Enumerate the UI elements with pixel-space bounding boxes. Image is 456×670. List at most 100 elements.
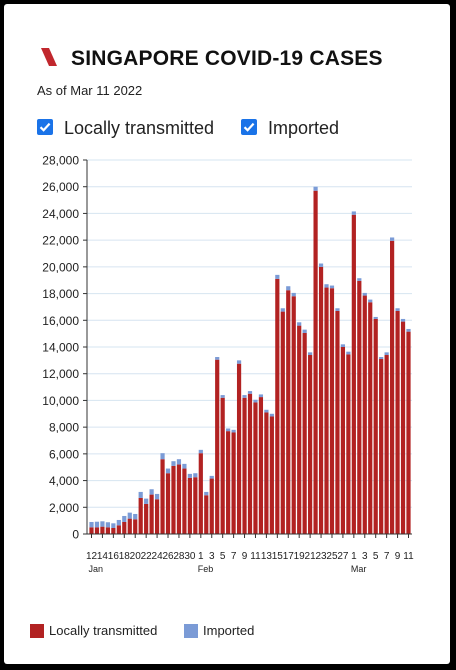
bar-imported[interactable] <box>242 395 247 398</box>
bar-locally-transmitted[interactable] <box>236 363 242 534</box>
bar-locally-transmitted[interactable] <box>247 393 253 534</box>
bar-imported[interactable] <box>215 357 220 360</box>
bar-imported[interactable] <box>297 322 302 326</box>
bar-locally-transmitted[interactable] <box>160 459 165 534</box>
checkbox-checked-icon[interactable] <box>37 119 53 135</box>
bar-imported[interactable] <box>144 498 149 504</box>
bar-locally-transmitted[interactable] <box>220 397 225 534</box>
bar-locally-transmitted[interactable] <box>379 359 384 534</box>
bar-imported[interactable] <box>280 308 285 312</box>
bar-imported[interactable] <box>324 284 329 288</box>
bar-locally-transmitted[interactable] <box>209 478 214 534</box>
bar-imported[interactable] <box>176 459 182 465</box>
bar-imported[interactable] <box>275 274 280 279</box>
bar-locally-transmitted[interactable] <box>171 465 176 534</box>
bar-locally-transmitted[interactable] <box>204 495 209 534</box>
bar-imported[interactable] <box>335 308 340 311</box>
bar-locally-transmitted[interactable] <box>368 302 373 534</box>
bar-locally-transmitted[interactable] <box>182 468 187 534</box>
bar-imported[interactable] <box>127 512 132 519</box>
bar-imported[interactable] <box>133 513 138 520</box>
bar-locally-transmitted[interactable] <box>286 290 291 534</box>
bar-locally-transmitted[interactable] <box>253 402 258 534</box>
bar-imported[interactable] <box>209 475 214 479</box>
bar-locally-transmitted[interactable] <box>94 527 100 534</box>
bar-imported[interactable] <box>105 522 110 528</box>
bar-locally-transmitted[interactable] <box>193 477 198 534</box>
filter-locally-transmitted[interactable]: Locally transmitted <box>37 115 237 141</box>
bar-locally-transmitted[interactable] <box>362 295 367 534</box>
bar-imported[interactable] <box>302 329 307 333</box>
bar-imported[interactable] <box>406 328 411 332</box>
filter-imported[interactable]: Imported <box>241 115 361 141</box>
bar-locally-transmitted[interactable] <box>324 287 329 534</box>
bar-imported[interactable] <box>384 352 389 356</box>
bar-imported[interactable] <box>362 292 367 296</box>
bar-imported[interactable] <box>373 316 378 319</box>
bar-locally-transmitted[interactable] <box>187 477 192 534</box>
bar-locally-transmitted[interactable] <box>291 296 296 534</box>
bar-imported[interactable] <box>165 468 171 474</box>
bar-locally-transmitted[interactable] <box>297 325 302 534</box>
bar-imported[interactable] <box>269 413 274 417</box>
bar-locally-transmitted[interactable] <box>89 527 94 534</box>
bar-locally-transmitted[interactable] <box>335 310 340 534</box>
bar-locally-transmitted[interactable] <box>313 190 318 534</box>
bar-imported[interactable] <box>122 515 127 522</box>
bar-locally-transmitted[interactable] <box>280 311 285 534</box>
bar-locally-transmitted[interactable] <box>395 310 400 534</box>
bar-locally-transmitted[interactable] <box>154 499 160 534</box>
bar-imported[interactable] <box>204 491 209 496</box>
checkbox-checked-icon[interactable] <box>241 119 257 135</box>
bar-locally-transmitted[interactable] <box>351 214 356 534</box>
bar-imported[interactable] <box>231 429 236 433</box>
bar-imported[interactable] <box>149 489 154 495</box>
bar-imported[interactable] <box>182 463 187 469</box>
bar-imported[interactable] <box>313 186 318 191</box>
bar-locally-transmitted[interactable] <box>198 453 203 534</box>
bar-imported[interactable] <box>351 211 356 215</box>
bar-locally-transmitted[interactable] <box>176 464 182 534</box>
bar-locally-transmitted[interactable] <box>308 355 313 534</box>
bar-imported[interactable] <box>236 360 242 364</box>
bar-imported[interactable] <box>318 263 324 267</box>
bar-imported[interactable] <box>346 351 351 355</box>
bar-imported[interactable] <box>111 523 116 528</box>
bar-locally-transmitted[interactable] <box>215 359 220 534</box>
bar-imported[interactable] <box>286 286 291 291</box>
bar-locally-transmitted[interactable] <box>144 503 149 534</box>
bar-imported[interactable] <box>291 292 296 297</box>
bar-imported[interactable] <box>395 308 400 311</box>
bar-imported[interactable] <box>368 299 373 303</box>
bar-locally-transmitted[interactable] <box>111 527 116 534</box>
bar-locally-transmitted[interactable] <box>406 331 411 534</box>
bar-locally-transmitted[interactable] <box>149 494 154 534</box>
bar-imported[interactable] <box>171 461 176 466</box>
bar-locally-transmitted[interactable] <box>400 321 406 534</box>
bar-imported[interactable] <box>400 318 406 322</box>
bar-imported[interactable] <box>357 278 362 281</box>
bar-imported[interactable] <box>329 285 335 289</box>
bar-locally-transmitted[interactable] <box>329 288 335 534</box>
bar-locally-transmitted[interactable] <box>165 473 171 534</box>
bar-imported[interactable] <box>247 391 253 394</box>
bar-imported[interactable] <box>340 344 346 347</box>
bar-imported[interactable] <box>379 357 384 360</box>
bar-imported[interactable] <box>100 521 105 527</box>
bar-locally-transmitted[interactable] <box>340 347 346 534</box>
bar-imported[interactable] <box>198 449 203 454</box>
bar-locally-transmitted[interactable] <box>226 431 231 534</box>
bar-locally-transmitted[interactable] <box>346 354 351 534</box>
bar-imported[interactable] <box>154 493 160 500</box>
bar-locally-transmitted[interactable] <box>269 416 274 534</box>
bar-locally-transmitted[interactable] <box>127 518 132 534</box>
bar-locally-transmitted[interactable] <box>105 527 110 534</box>
bar-imported[interactable] <box>390 237 395 241</box>
bar-locally-transmitted[interactable] <box>138 497 143 534</box>
bar-locally-transmitted[interactable] <box>100 526 105 534</box>
bar-imported[interactable] <box>226 428 231 432</box>
bar-imported[interactable] <box>94 521 100 528</box>
bar-imported[interactable] <box>89 521 94 528</box>
bar-locally-transmitted[interactable] <box>242 397 247 534</box>
bar-locally-transmitted[interactable] <box>116 525 121 534</box>
